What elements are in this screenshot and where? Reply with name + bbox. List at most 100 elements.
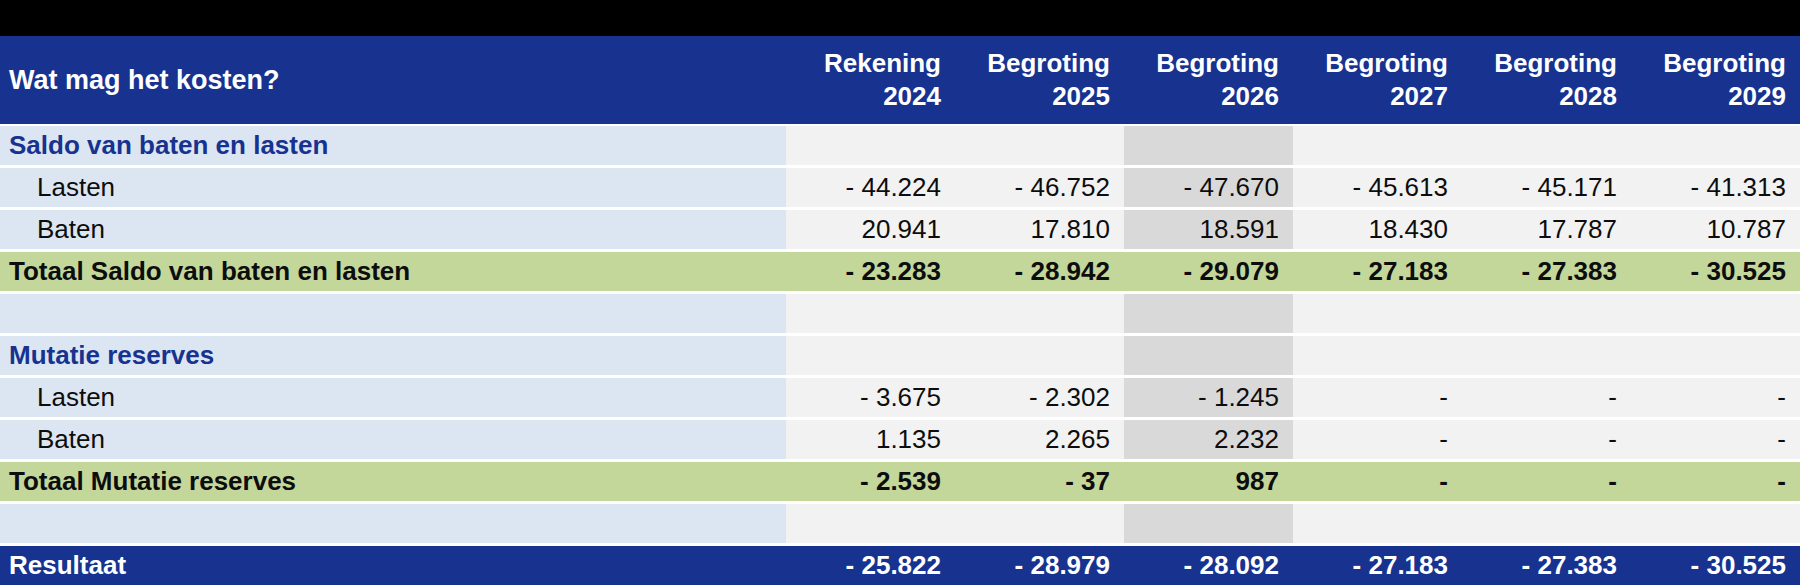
- value-cell: - 30.525: [1631, 252, 1800, 291]
- budget-table: Wat mag het kosten? Rekening2024Begrotin…: [0, 36, 1800, 588]
- table-row-totaal-mutatie-reserves: Totaal Mutatie reserves- 2.539- 37987---: [0, 462, 1800, 504]
- table-row-spacer-4: [0, 294, 1800, 336]
- value-cell: - 45.171: [1462, 168, 1631, 207]
- value-cell: [955, 504, 1124, 543]
- value-cell: -: [1293, 462, 1462, 501]
- table-row-lasten: Lasten- 44.224- 46.752- 47.670- 45.613- …: [0, 168, 1800, 210]
- value-cell: - 47.670: [1124, 168, 1293, 207]
- value-cell: 18.430: [1293, 210, 1462, 249]
- value-cell: [1631, 336, 1800, 375]
- column-header-2027: Begroting2027: [1293, 36, 1462, 124]
- page-title: Wat mag het kosten?: [0, 36, 786, 124]
- column-header-year: 2027: [1390, 80, 1448, 113]
- row-label: Baten: [0, 420, 786, 459]
- table-row-lasten: Lasten- 3.675- 2.302- 1.245---: [0, 378, 1800, 420]
- value-cell: - 28.979: [955, 546, 1124, 585]
- column-header-year: 2026: [1221, 80, 1279, 113]
- row-label: Baten: [0, 210, 786, 249]
- value-cell: [955, 126, 1124, 165]
- value-cell: -: [1462, 462, 1631, 501]
- value-cell: [1631, 126, 1800, 165]
- row-label: [0, 504, 786, 543]
- column-header-2024: Rekening2024: [786, 36, 955, 124]
- value-cell: [786, 504, 955, 543]
- column-header-label: Begroting: [1663, 47, 1786, 80]
- value-cell: [1462, 504, 1631, 543]
- column-header-2025: Begroting2025: [955, 36, 1124, 124]
- value-cell: -: [1631, 420, 1800, 459]
- value-cell: [1462, 336, 1631, 375]
- value-cell: - 27.183: [1293, 252, 1462, 291]
- value-cell: 18.591: [1124, 210, 1293, 249]
- value-cell: [1293, 294, 1462, 333]
- value-cell: [786, 294, 955, 333]
- value-cell: [1462, 294, 1631, 333]
- table-row-baten: Baten1.1352.2652.232---: [0, 420, 1800, 462]
- row-label: Saldo van baten en lasten: [0, 126, 786, 165]
- value-cell: [1124, 504, 1293, 543]
- row-label: Mutatie reserves: [0, 336, 786, 375]
- value-cell: - 25.822: [786, 546, 955, 585]
- value-cell: -: [1293, 420, 1462, 459]
- value-cell: [1293, 336, 1462, 375]
- value-cell: -: [1462, 378, 1631, 417]
- value-cell: -: [1631, 378, 1800, 417]
- column-header-year: 2025: [1052, 80, 1110, 113]
- column-header-year: 2028: [1559, 80, 1617, 113]
- value-cell: -: [1631, 462, 1800, 501]
- table-row-spacer-9: [0, 504, 1800, 546]
- value-cell: - 30.525: [1631, 546, 1800, 585]
- value-cell: - 27.383: [1462, 546, 1631, 585]
- value-cell: 2.265: [955, 420, 1124, 459]
- value-cell: [1124, 294, 1293, 333]
- column-header-label: Rekening: [824, 47, 941, 80]
- column-header-year: 2024: [883, 80, 941, 113]
- value-cell: [955, 294, 1124, 333]
- value-cell: - 29.079: [1124, 252, 1293, 291]
- value-cell: [1124, 336, 1293, 375]
- row-label: Totaal Mutatie reserves: [0, 462, 786, 501]
- value-cell: 20.941: [786, 210, 955, 249]
- row-label: [0, 294, 786, 333]
- value-cell: - 37: [955, 462, 1124, 501]
- value-cell: - 2.539: [786, 462, 955, 501]
- value-cell: [1462, 126, 1631, 165]
- value-cell: 1.135: [786, 420, 955, 459]
- column-header-label: Begroting: [1325, 47, 1448, 80]
- value-cell: - 46.752: [955, 168, 1124, 207]
- column-header-year: 2029: [1728, 80, 1786, 113]
- row-label: Lasten: [0, 168, 786, 207]
- value-cell: 2.232: [1124, 420, 1293, 459]
- value-cell: - 45.613: [1293, 168, 1462, 207]
- value-cell: -: [1293, 378, 1462, 417]
- column-header-2029: Begroting2029: [1631, 36, 1800, 124]
- value-cell: [786, 126, 955, 165]
- column-header-2026: Begroting2026: [1124, 36, 1293, 124]
- value-cell: - 3.675: [786, 378, 955, 417]
- top-black-bar: [0, 0, 1800, 36]
- row-label: Totaal Saldo van baten en lasten: [0, 252, 786, 291]
- value-cell: [1124, 126, 1293, 165]
- value-cell: [1631, 294, 1800, 333]
- value-cell: - 23.283: [786, 252, 955, 291]
- table-row-saldo-van-baten-en-lasten: Saldo van baten en lasten: [0, 126, 1800, 168]
- table-header-row: Wat mag het kosten? Rekening2024Begrotin…: [0, 36, 1800, 126]
- value-cell: 17.787: [1462, 210, 1631, 249]
- table-row-totaal-saldo-van-baten-en-lasten: Totaal Saldo van baten en lasten- 23.283…: [0, 252, 1800, 294]
- column-header-label: Begroting: [1156, 47, 1279, 80]
- column-header-label: Begroting: [1494, 47, 1617, 80]
- value-cell: - 2.302: [955, 378, 1124, 417]
- value-cell: - 44.224: [786, 168, 955, 207]
- value-cell: [1293, 126, 1462, 165]
- table-row-resultaat: Resultaat- 25.822- 28.979- 28.092- 27.18…: [0, 546, 1800, 588]
- value-cell: - 27.383: [1462, 252, 1631, 291]
- value-cell: 987: [1124, 462, 1293, 501]
- value-cell: 17.810: [955, 210, 1124, 249]
- table-row-baten: Baten20.94117.81018.59118.43017.78710.78…: [0, 210, 1800, 252]
- value-cell: - 27.183: [1293, 546, 1462, 585]
- column-header-label: Begroting: [987, 47, 1110, 80]
- value-cell: [955, 336, 1124, 375]
- column-header-2028: Begroting2028: [1462, 36, 1631, 124]
- value-cell: - 28.942: [955, 252, 1124, 291]
- value-cell: [1293, 504, 1462, 543]
